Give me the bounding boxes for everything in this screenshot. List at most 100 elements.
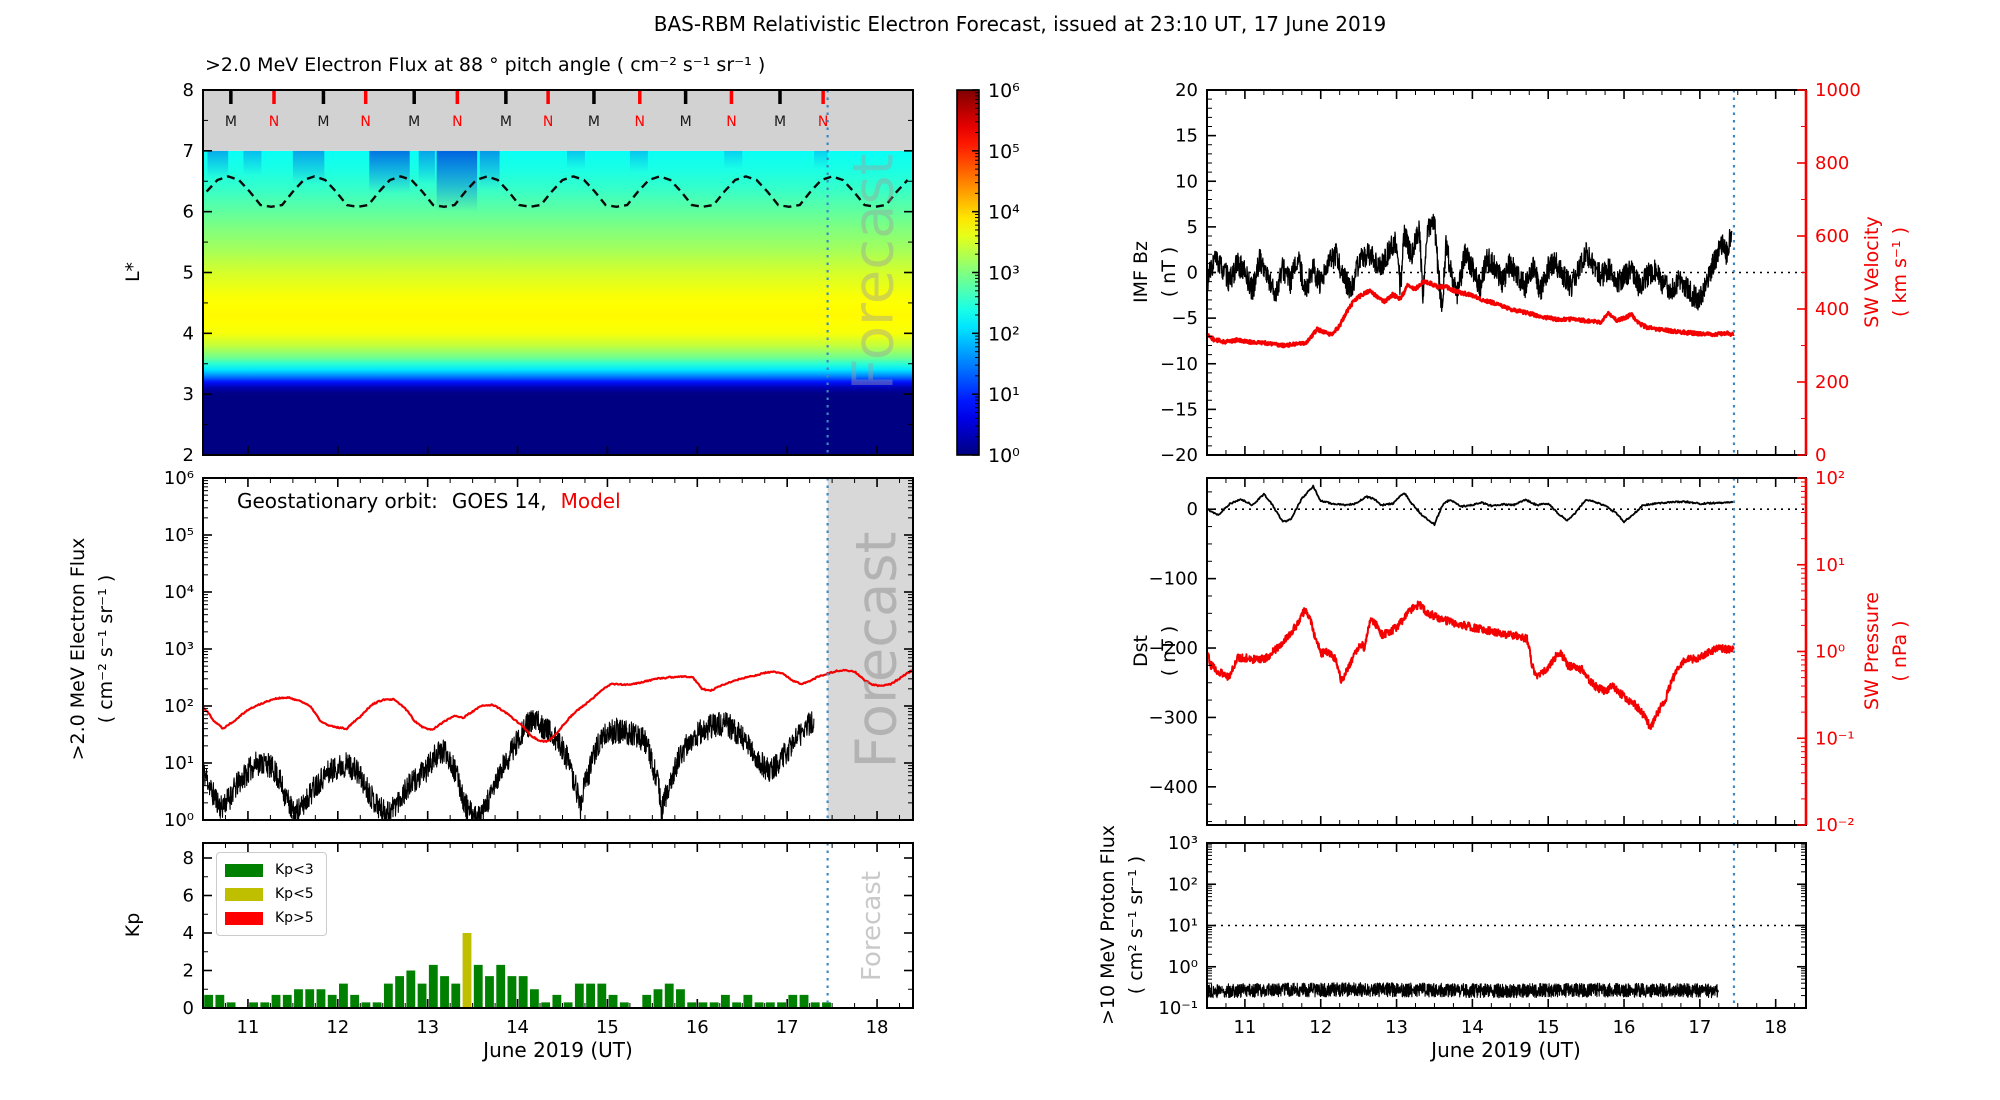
pressure-ylabel-line2: ( nPa ) [1889,620,1911,682]
svg-text:10⁻²: 10⁻² [1815,815,1855,836]
svg-text:7: 7 [183,141,194,162]
svg-text:M: M [317,114,329,130]
svg-text:M: M [408,114,420,130]
proton-ylabel-line1: >10 MeV Proton Flux [1097,824,1119,1026]
svg-text:18: 18 [1764,1017,1787,1038]
svg-text:12: 12 [1309,1017,1332,1038]
svg-text:15: 15 [596,1017,619,1038]
panel-electron-flux: 10⁰ 10¹ 10² 10³ 10⁴ 10⁵ 10⁶ [164,468,914,831]
flux-ylabel-line2: ( cm⁻² s⁻¹ sr⁻¹ ) [95,574,117,724]
svg-text:12: 12 [326,1017,349,1038]
svg-text:10³: 10³ [1168,833,1198,854]
svg-text:10⁶: 10⁶ [988,80,1020,102]
svg-text:8: 8 [183,80,194,101]
svg-text:14: 14 [1461,1017,1484,1038]
svg-text:4: 4 [183,923,194,944]
svg-text:400: 400 [1815,299,1849,320]
svg-text:6: 6 [183,886,194,907]
forecast-watermark-flux: Forecast [844,531,910,769]
kp-legend-label-high: Kp>5 [275,910,314,926]
svg-text:15: 15 [1175,126,1198,147]
svg-text:M: M [588,114,600,130]
svg-text:600: 600 [1815,226,1849,247]
svg-text:10²: 10² [164,696,194,717]
svg-text:20: 20 [1175,80,1198,101]
kp-legend-swatch-green [225,863,263,877]
svg-text:0: 0 [1187,263,1198,284]
flux-ylabel-line1: >2.0 MeV Electron Flux [67,537,89,761]
svg-text:−300: −300 [1149,707,1198,728]
svg-text:10⁻¹: 10⁻¹ [1158,998,1198,1019]
svg-text:10: 10 [1175,171,1198,192]
svg-text:10⁵: 10⁵ [988,141,1020,163]
svg-text:−200: −200 [1149,638,1198,659]
svg-text:10⁰: 10⁰ [988,445,1020,467]
svg-text:13: 13 [416,1017,439,1038]
svg-text:800: 800 [1815,153,1849,174]
svg-text:15: 15 [1537,1017,1560,1038]
svg-text:10¹: 10¹ [1168,916,1198,937]
svg-text:14: 14 [506,1017,529,1038]
svg-text:N: N [543,114,553,130]
svg-text:200: 200 [1815,372,1849,393]
forecast-watermark-kp: Forecast [857,870,887,982]
svg-text:−100: −100 [1149,569,1198,590]
svg-text:N: N [360,114,370,130]
panel-proton-flux: 11 12 13 14 15 16 17 18 10⁻¹ 10⁰ 10¹ 10² 10³ [1158,833,1807,1038]
svg-text:10⁴: 10⁴ [164,582,194,603]
pressure-ylabel-line1: SW Pressure [1861,591,1883,711]
svg-text:5: 5 [183,263,194,284]
svg-text:M: M [774,114,786,130]
dst-ylabel-line2: ( nT ) [1158,625,1180,677]
forecast-watermark-heatmap: Forecast [841,153,907,391]
svg-text:10¹: 10¹ [988,384,1020,406]
svg-text:11: 11 [1233,1017,1256,1038]
svg-text:5: 5 [1187,217,1198,238]
svg-text:10³: 10³ [164,639,194,660]
svg-text:10³: 10³ [988,263,1020,285]
svg-text:2: 2 [183,961,194,982]
annotation-satellite: GOES 14, [451,489,547,513]
svg-text:10⁴: 10⁴ [988,202,1020,224]
left-xaxis-label: June 2019 (UT) [483,1038,633,1062]
kp-legend: Kp<3 Kp<5 Kp>5 [216,852,327,936]
svg-text:−20: −20 [1160,445,1198,466]
kp-legend-label-low: Kp<3 [275,862,314,878]
svg-text:17: 17 [776,1017,799,1038]
svg-text:13: 13 [1385,1017,1408,1038]
kp-ylabel: Kp [122,912,144,938]
svg-text:0: 0 [1815,445,1826,466]
svg-text:−400: −400 [1149,777,1198,798]
bz-ylabel-line2: ( nT ) [1158,246,1180,298]
svg-text:10²: 10² [1815,468,1845,489]
kp-legend-row-low: Kp<3 [225,858,314,882]
svg-text:N: N [635,114,645,130]
svg-text:4: 4 [183,323,194,344]
annotation-prefix: Geostationary orbit: [237,489,438,513]
svg-text:N: N [269,114,279,130]
bz-ylabel-line1: IMF Bz [1130,241,1152,303]
svg-text:10²: 10² [1168,874,1198,895]
svg-text:10⁰: 10⁰ [1815,642,1845,663]
svg-text:18: 18 [866,1017,889,1038]
svg-text:−15: −15 [1160,399,1198,420]
svg-text:N: N [726,114,736,130]
svg-text:M: M [225,114,237,130]
svg-text:N: N [452,114,462,130]
svg-text:10⁻¹: 10⁻¹ [1815,728,1855,749]
flux-annotation: Geostationary orbit: GOES 14, Model [237,489,621,513]
svg-text:0: 0 [1187,499,1198,520]
colorbar: 10⁰ 10¹ 10² 10³ 10⁴ 10⁵ 10⁶ [956,80,1020,467]
svg-text:16: 16 [686,1017,709,1038]
svg-text:10⁰: 10⁰ [164,810,194,831]
svg-text:6: 6 [183,202,194,223]
figure-title: BAS-RBM Relativistic Electron Forecast, … [653,12,1387,36]
svg-text:10¹: 10¹ [1815,555,1845,576]
svg-text:−5: −5 [1171,308,1198,329]
kp-legend-row-mid: Kp<5 [225,882,314,906]
svg-text:−10: −10 [1160,354,1198,375]
proton-ylabel-line2: ( cm² s⁻¹ sr⁻¹ ) [1125,855,1147,995]
